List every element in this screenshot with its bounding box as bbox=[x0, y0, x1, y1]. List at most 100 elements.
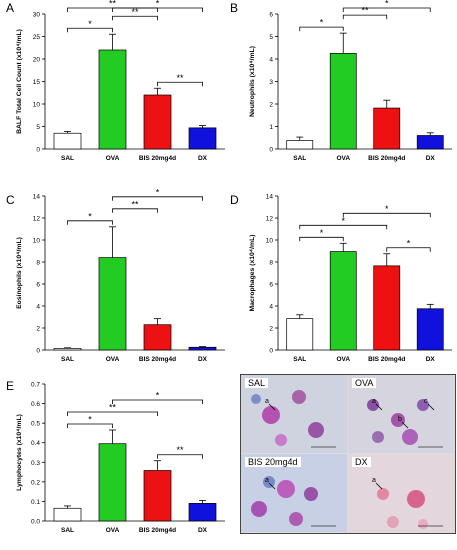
significance-bracket bbox=[386, 247, 431, 252]
panel-a: A 0 5 10 15 20 25 30 BALF Total Cell Count (x10⁴… bbox=[6, 0, 225, 162]
bar bbox=[188, 127, 217, 150]
significance-stars: * bbox=[320, 228, 324, 238]
category-label: BIS 20mg4d bbox=[139, 155, 176, 162]
significance-bracket bbox=[299, 236, 344, 242]
panel-e: E 0.0 0.1 0.2 0.3 0.4 0.5 0.6 0.7 Lymphocytes (x1… bbox=[6, 379, 225, 534]
y-tick-label: 2 bbox=[36, 326, 40, 333]
stained-cell bbox=[262, 406, 280, 424]
micrograph-image: a b c bbox=[367, 398, 443, 448]
panel-letter: B bbox=[230, 1, 238, 15]
bar bbox=[98, 443, 127, 522]
significance-stars: * bbox=[156, 0, 160, 9]
significance-stars: * bbox=[341, 216, 345, 226]
y-tick-label: 0.5 bbox=[31, 421, 40, 428]
micrograph-label: SAL bbox=[245, 378, 269, 388]
y-axis-label: Macrophages (x10⁴/mL) bbox=[249, 234, 256, 311]
category-label: BIS 20mg4d bbox=[368, 356, 405, 363]
y-axis-label: Neutrophils (x10⁴/mL) bbox=[249, 46, 256, 117]
bar bbox=[329, 53, 357, 150]
y-tick-label: 6 bbox=[36, 282, 40, 289]
annotation-arrow bbox=[268, 403, 276, 411]
bar bbox=[286, 140, 314, 150]
y-tick-label: 4 bbox=[36, 304, 40, 311]
y-tick-label: 5 bbox=[36, 124, 40, 131]
micrograph-image: a bbox=[372, 477, 443, 529]
significance-bracket bbox=[112, 15, 158, 21]
y-tick-label: 0.2 bbox=[31, 479, 40, 486]
annotation-arrow bbox=[268, 482, 276, 490]
y-tick-label: 10 bbox=[33, 238, 41, 245]
bar bbox=[53, 348, 82, 351]
stained-cell bbox=[407, 490, 425, 508]
y-tick-label: 30 bbox=[33, 12, 41, 19]
category-label: OVA bbox=[106, 356, 120, 363]
y-tick-label: 0.1 bbox=[31, 499, 40, 506]
y-tick-label: 2 bbox=[269, 102, 273, 109]
y-tick-label: 5 bbox=[269, 34, 273, 41]
bar bbox=[329, 251, 357, 351]
micrograph-grid: a SAL a b c OVA a BIS 20mg4d a DX bbox=[240, 374, 456, 534]
cell-annotation: a bbox=[265, 398, 269, 405]
category-label: SAL bbox=[61, 356, 74, 363]
category-label: OVA bbox=[336, 356, 350, 363]
y-tick-label: 0 bbox=[269, 147, 273, 154]
cell-annotation: a bbox=[372, 398, 376, 405]
panel-letter: D bbox=[230, 193, 239, 207]
significance-stars: * bbox=[407, 238, 411, 248]
panel-letter: C bbox=[6, 193, 15, 207]
significance-bracket bbox=[342, 212, 431, 218]
stained-cell bbox=[251, 501, 267, 517]
significance-stars: ** bbox=[109, 0, 117, 9]
panel-c: C 0 2 4 6 8 10 12 14 Eosinophils (x10⁴/mL) SAL OVA B… bbox=[6, 187, 225, 363]
y-tick-label: 12 bbox=[33, 216, 41, 223]
stained-cell bbox=[377, 488, 389, 500]
cell-annotation: a bbox=[372, 477, 376, 484]
significance-bracket bbox=[67, 411, 158, 416]
significance-bracket bbox=[112, 208, 158, 213]
stained-cell bbox=[418, 519, 428, 529]
stained-cell bbox=[275, 434, 287, 446]
significance-bracket bbox=[157, 81, 203, 87]
bar bbox=[373, 265, 401, 351]
category-label: SAL bbox=[293, 356, 306, 363]
bar bbox=[143, 94, 172, 150]
significance-stars: * bbox=[88, 211, 92, 221]
significance-bracket bbox=[112, 399, 203, 404]
y-tick-label: 12 bbox=[266, 216, 274, 223]
y-tick-label: 0.4 bbox=[31, 440, 40, 447]
y-tick-label: 3 bbox=[269, 79, 273, 86]
panel-letter: E bbox=[6, 379, 14, 393]
panel-letter: A bbox=[6, 1, 14, 15]
significance-stars: ** bbox=[131, 7, 139, 17]
significance-bracket bbox=[299, 26, 344, 32]
micrograph-image: a bbox=[251, 390, 336, 448]
stained-cell bbox=[417, 399, 429, 411]
y-tick-label: 6 bbox=[269, 12, 273, 19]
significance-bracket bbox=[157, 454, 203, 459]
stained-cell bbox=[292, 390, 306, 404]
bar bbox=[373, 107, 401, 150]
significance-bracket bbox=[342, 14, 388, 20]
annotation-arrow bbox=[401, 421, 409, 429]
y-axis-label: Eosinophils (x10⁴/mL) bbox=[16, 237, 23, 309]
y-tick-label: 0.0 bbox=[31, 519, 40, 526]
significance-stars: ** bbox=[109, 402, 117, 412]
stained-cell bbox=[304, 487, 318, 501]
y-tick-label: 0 bbox=[269, 348, 273, 355]
cell-annotation: c bbox=[424, 398, 428, 405]
significance-bracket bbox=[299, 224, 388, 230]
significance-bracket bbox=[67, 220, 113, 225]
y-tick-label: 14 bbox=[33, 194, 41, 201]
significance-stars: * bbox=[385, 0, 389, 9]
bar bbox=[188, 346, 217, 351]
bar bbox=[143, 324, 172, 351]
significance-bracket bbox=[67, 423, 113, 428]
y-tick-label: 4 bbox=[269, 304, 273, 311]
category-label: OVA bbox=[106, 527, 120, 534]
significance-bracket bbox=[67, 27, 113, 33]
micrograph-label: BIS 20mg4d bbox=[245, 457, 301, 467]
stained-cell bbox=[372, 431, 384, 443]
y-tick-label: 25 bbox=[33, 34, 41, 41]
y-tick-label: 15 bbox=[33, 79, 41, 86]
